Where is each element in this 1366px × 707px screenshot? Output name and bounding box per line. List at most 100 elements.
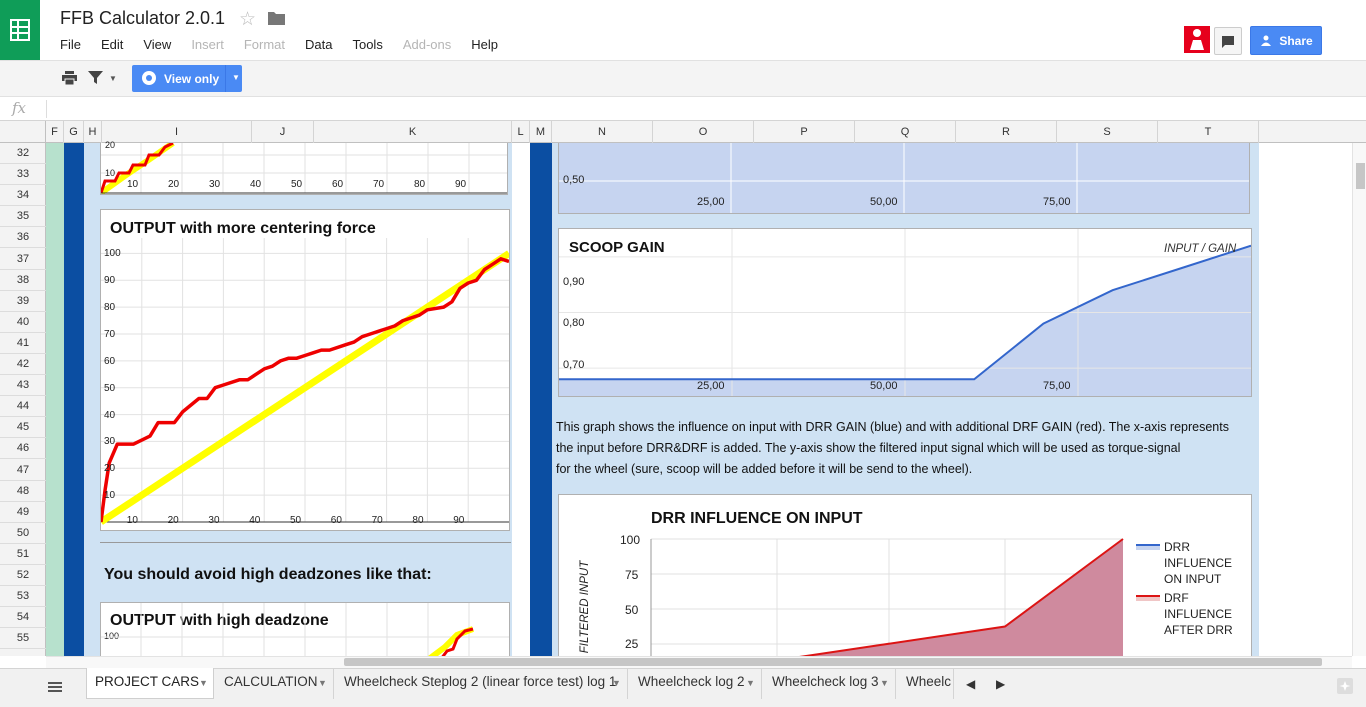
row-header-42[interactable]: 42: [0, 354, 46, 375]
chart-output-partial[interactable]: 20 10 10 20 30 40 50 60 70 80 90: [100, 140, 508, 195]
cell-fill-navy: [64, 143, 84, 656]
share-button[interactable]: Share: [1250, 26, 1322, 55]
view-only-button[interactable]: View only ▼: [132, 65, 242, 92]
row-header-50[interactable]: 50: [0, 523, 46, 544]
row-header-32[interactable]: 32: [0, 143, 46, 164]
vertical-scrollbar[interactable]: [1352, 143, 1366, 656]
chart-scoop-gain[interactable]: SCOOP GAIN INPUT / GAIN 0,90 0,80 0,70 2…: [558, 228, 1252, 397]
column-header-h[interactable]: H: [84, 121, 102, 143]
row-header-41[interactable]: 41: [0, 333, 46, 354]
menu-item-edit[interactable]: Edit: [100, 37, 124, 52]
row-header-48[interactable]: 48: [0, 481, 46, 502]
menu-item-file[interactable]: File: [60, 37, 81, 52]
chevron-down-icon[interactable]: ▼: [232, 73, 240, 82]
tick-label-y: 100: [104, 248, 121, 260]
row-header-46[interactable]: 46: [0, 438, 46, 460]
user-avatar[interactable]: [1184, 26, 1210, 56]
column-header-l[interactable]: L: [512, 121, 530, 143]
row-header-36[interactable]: 36: [0, 227, 46, 249]
row-header-51[interactable]: 51: [0, 544, 46, 565]
row-header-45[interactable]: 45: [0, 417, 46, 439]
chart-output-high-deadzone[interactable]: OUTPUT with high deadzone 100: [100, 602, 510, 662]
horizontal-scroll-thumb[interactable]: [344, 658, 1322, 666]
print-icon[interactable]: [62, 71, 77, 90]
column-header-k[interactable]: K: [314, 121, 512, 143]
chevron-down-icon[interactable]: ▼: [880, 678, 889, 688]
column-header-m[interactable]: M: [530, 121, 552, 143]
row-header-39[interactable]: 39: [0, 291, 46, 312]
row-header-38[interactable]: 38: [0, 270, 46, 291]
column-header-p[interactable]: P: [754, 121, 855, 143]
tick-label-x: 60: [330, 515, 342, 526]
column-header-o[interactable]: O: [653, 121, 754, 143]
sheets-logo-icon[interactable]: [0, 0, 40, 60]
menu-item-addons[interactable]: Add-ons: [402, 37, 452, 52]
star-icon[interactable]: ☆: [239, 9, 257, 30]
row-header-43[interactable]: 43: [0, 375, 46, 397]
chart-right-partial[interactable]: 0,50 25,00 50,00 75,00: [558, 143, 1250, 214]
sheet-tab[interactable]: CALCULATION ▼: [216, 668, 334, 699]
menu-item-insert[interactable]: Insert: [191, 37, 224, 52]
chart-output-centering-force[interactable]: OUTPUT with more centering force 100 90 80…: [100, 209, 510, 531]
filter-icon[interactable]: [88, 71, 103, 90]
row-header-54[interactable]: 54: [0, 607, 46, 629]
sheet-tab[interactable]: Wheelc: [898, 668, 954, 699]
tick-label-x: 20: [167, 515, 179, 526]
row-header-47[interactable]: 47: [0, 460, 46, 481]
sheet-tab[interactable]: Wheelcheck log 2 ▼: [630, 668, 762, 699]
menu-item-help[interactable]: Help: [471, 37, 498, 52]
tick-label-x: 25,00: [697, 380, 725, 392]
chevron-down-icon[interactable]: ▼: [612, 678, 621, 688]
column-header-g[interactable]: G: [64, 121, 84, 143]
column-header-j[interactable]: J: [252, 121, 314, 143]
column-header-s[interactable]: S: [1057, 121, 1158, 143]
description-text: This graph shows the influence on input …: [556, 417, 1261, 480]
menu-item-data[interactable]: Data: [305, 37, 333, 52]
chart-drr-influence[interactable]: DRR INFLUENCE ON INPUT FILTERED INPUT 10…: [558, 494, 1252, 664]
tick-label-y: 100: [104, 631, 120, 641]
row-header-49[interactable]: 49: [0, 502, 46, 523]
row-header-44[interactable]: 44: [0, 396, 46, 418]
menu-icon[interactable]: [48, 680, 62, 698]
tick-label-x: 50: [290, 515, 302, 526]
vertical-scroll-thumb[interactable]: [1356, 163, 1365, 189]
row-header-52[interactable]: 52: [0, 565, 46, 586]
comments-button[interactable]: [1214, 27, 1242, 55]
row-header-55[interactable]: 55: [0, 628, 46, 650]
chevron-down-icon[interactable]: ▼: [199, 678, 208, 688]
column-header-r[interactable]: R: [956, 121, 1057, 143]
row-header-35[interactable]: 35: [0, 206, 46, 228]
folder-icon[interactable]: [268, 11, 285, 30]
chevron-left-icon[interactable]: ◀: [966, 677, 976, 691]
row-header-40[interactable]: 40: [0, 312, 46, 333]
document-title[interactable]: FFB Calculator 2.0.1: [60, 8, 226, 28]
chevron-down-icon[interactable]: ▼: [746, 678, 755, 688]
column-header-n[interactable]: N: [552, 121, 653, 143]
sheet-tab[interactable]: PROJECT CARS ▼: [86, 668, 214, 699]
row-header-53[interactable]: 53: [0, 586, 46, 608]
chevron-down-icon[interactable]: ▼: [109, 74, 117, 83]
explore-icon[interactable]: [1336, 677, 1354, 700]
row-header-34[interactable]: 34: [0, 185, 46, 207]
menu-item-format[interactable]: Format: [243, 37, 285, 52]
select-all-corner[interactable]: [0, 121, 46, 143]
chevron-right-icon[interactable]: ▶: [996, 677, 1006, 691]
tick-label-y: 30: [104, 436, 116, 448]
series-line: [752, 538, 1124, 663]
sheet-tab[interactable]: Wheelcheck log 3 ▼: [764, 668, 896, 699]
column-header-t[interactable]: T: [1158, 121, 1259, 143]
row-header-33[interactable]: 33: [0, 164, 46, 186]
tick-label-y: 40: [104, 409, 116, 421]
chevron-down-icon[interactable]: ▼: [318, 678, 327, 688]
column-header-f[interactable]: F: [46, 121, 64, 143]
sheet-tab[interactable]: Wheelcheck Steplog 2 (linear force test)…: [336, 668, 628, 699]
formula-bar[interactable]: [0, 97, 1366, 121]
menu-item-tools[interactable]: Tools: [352, 37, 383, 52]
row-header-37[interactable]: 37: [0, 249, 46, 270]
menu-item-view[interactable]: View: [143, 37, 172, 52]
menu-bar: File Edit View Insert Format Data Tools Add-ons…: [50, 36, 508, 54]
column-header-q[interactable]: Q: [855, 121, 956, 143]
sheet-tab-bar: [0, 668, 1366, 707]
column-header-i[interactable]: I: [102, 121, 252, 143]
legend-label: INPUT / GAIN: [1164, 243, 1237, 255]
